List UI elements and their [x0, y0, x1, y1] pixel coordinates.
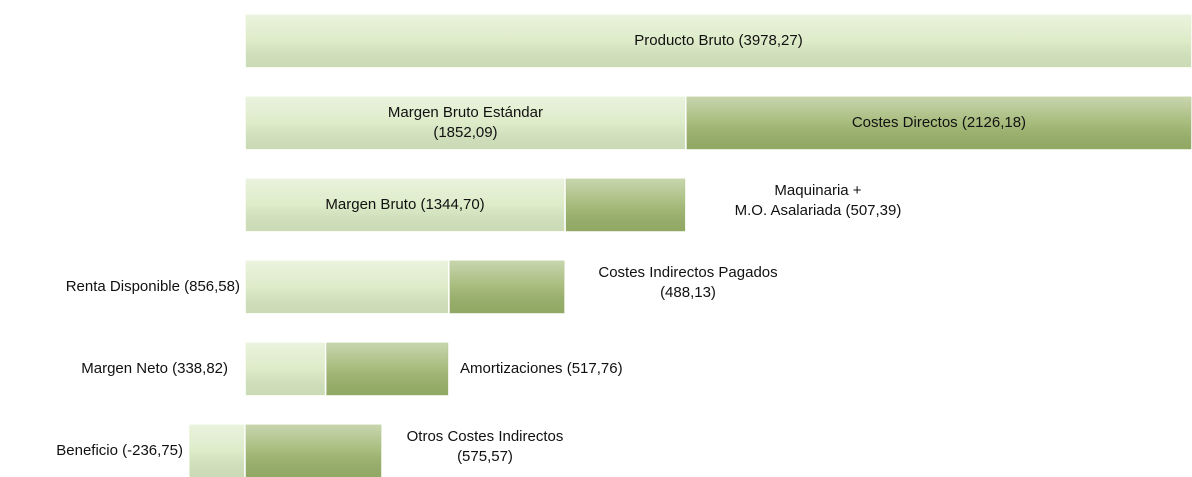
- data-label: Renta Disponible (856,58): [66, 278, 240, 295]
- data-label: Beneficio (-236,75): [56, 442, 183, 459]
- data-label: (488,13): [660, 284, 716, 301]
- data-label: (1852,09): [433, 124, 497, 141]
- data-label: (575,57): [457, 448, 513, 465]
- bar: [187, 423, 246, 477]
- data-label: Margen Bruto (1344,70): [325, 196, 484, 213]
- data-label: Costes Directos (2126,18): [852, 114, 1026, 131]
- bar: [448, 259, 566, 315]
- data-label: Margen Neto (338,82): [81, 360, 228, 377]
- bar: [244, 423, 383, 477]
- data-label: Amortizaciones (517,76): [460, 360, 623, 377]
- data-label: Otros Costes Indirectos: [407, 428, 564, 445]
- data-label: Producto Bruto (3978,27): [634, 32, 802, 49]
- data-label: Costes Indirectos Pagados: [598, 264, 777, 281]
- data-label: Maquinaria +: [774, 182, 861, 199]
- bar: [244, 341, 327, 397]
- data-label: M.O. Asalariada (507,39): [735, 202, 902, 219]
- bar: [324, 341, 450, 397]
- bar: [564, 177, 687, 233]
- data-label: Margen Bruto Estándar: [388, 104, 543, 121]
- bar: [244, 259, 450, 315]
